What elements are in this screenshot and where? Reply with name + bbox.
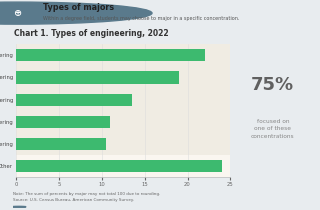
Bar xyxy=(16,160,222,172)
Text: Within a degree field, students may choose to major in a specific concentration.: Within a degree field, students may choo… xyxy=(43,16,240,21)
Bar xyxy=(16,49,205,61)
Bar xyxy=(16,116,110,128)
Text: Types of majors: Types of majors xyxy=(43,3,114,12)
Bar xyxy=(16,138,106,150)
Circle shape xyxy=(0,2,152,24)
Text: 75%: 75% xyxy=(251,76,294,94)
Text: ⊕: ⊕ xyxy=(13,8,22,18)
Text: focused on
one of these
concentrations: focused on one of these concentrations xyxy=(251,119,295,139)
FancyBboxPatch shape xyxy=(16,44,230,155)
Text: Chart 1. Types of engineering, 2022: Chart 1. Types of engineering, 2022 xyxy=(14,29,169,38)
Bar xyxy=(16,93,132,106)
Circle shape xyxy=(11,206,26,207)
Bar xyxy=(16,71,179,84)
Text: Note: The sum of percents by major may not total 100 due to rounding.
Source: U.: Note: The sum of percents by major may n… xyxy=(13,192,160,202)
